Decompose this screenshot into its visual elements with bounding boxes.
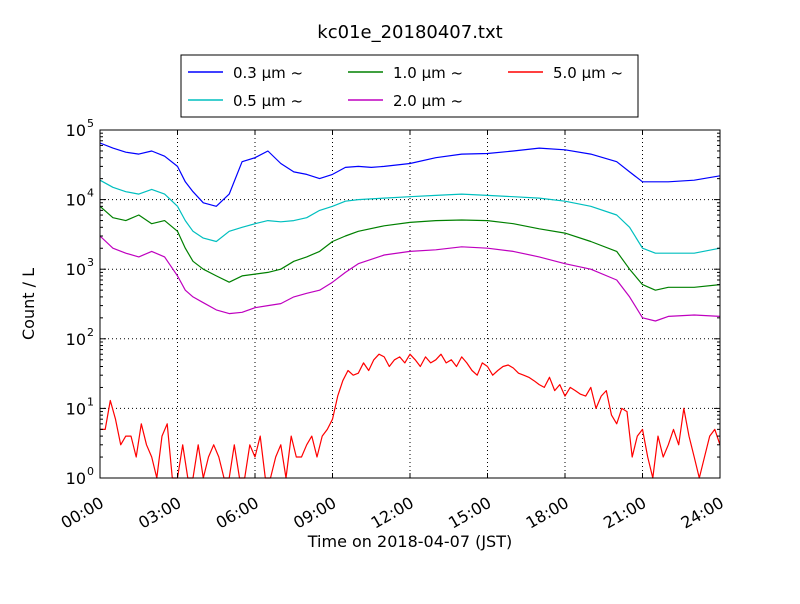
- x-axis-label: Time on 2018-04-07 (JST): [307, 532, 512, 551]
- y-tick-base: 10: [66, 399, 86, 418]
- legend-label-1: 0.5 μm ~: [233, 92, 303, 110]
- y-tick-exponent: 2: [87, 326, 94, 339]
- series-line-0: [99, 142, 721, 207]
- grid: [100, 130, 720, 478]
- series-line-3: [99, 235, 721, 322]
- y-tick-base: 10: [66, 121, 86, 140]
- y-tick-label: 10 5: [66, 117, 94, 140]
- y-tick-exponent: 4: [87, 187, 94, 200]
- y-axis-label: Count / L: [19, 268, 38, 340]
- legend-label-0: 0.3 μm ~: [233, 64, 303, 82]
- y-tick-base: 10: [66, 330, 86, 349]
- legend-label-3: 2.0 μm ~: [393, 92, 463, 110]
- y-tick-exponent: 1: [87, 395, 94, 408]
- legend-label-4: 5.0 μm ~: [553, 64, 623, 82]
- y-tick-exponent: 5: [87, 117, 94, 130]
- y-tick-exponent: 3: [87, 256, 94, 269]
- y-tick-label: 10 2: [66, 326, 94, 349]
- y-tick-label: 10 3: [66, 256, 94, 279]
- chart-title: kc01e_20180407.txt: [317, 22, 502, 43]
- legend-box: [180, 54, 639, 118]
- legend-label-2: 1.0 μm ~: [393, 64, 463, 82]
- y-tick-label: 10 0: [66, 465, 94, 488]
- y-tick-base: 10: [66, 191, 86, 210]
- legend: 0.3 μm ~ 0.5 μm ~ 1.0 μm ~ 2.0 μm ~ 5.0 μm ~: [180, 54, 639, 118]
- series-line-2: [99, 205, 721, 291]
- y-tick-exponent: 0: [87, 465, 94, 478]
- y-tick-base: 10: [66, 260, 86, 279]
- y-tick-label: 10 4: [66, 187, 94, 210]
- y-tick-label: 10 1: [66, 395, 94, 418]
- series-line-1: [99, 179, 721, 254]
- y-tick-base: 10: [66, 469, 86, 488]
